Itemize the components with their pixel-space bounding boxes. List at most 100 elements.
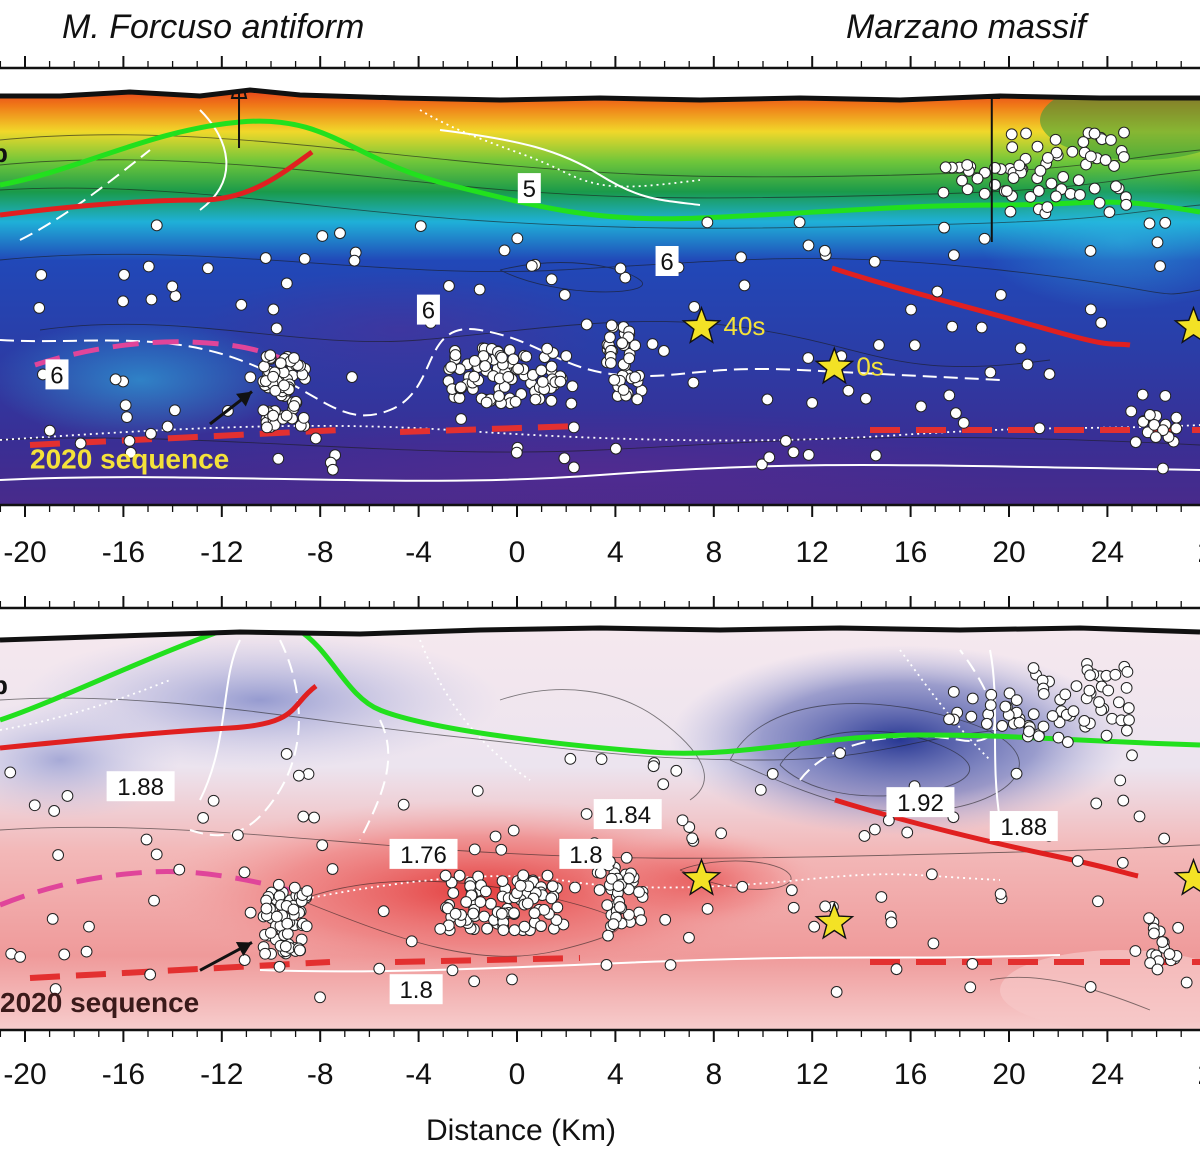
earthquake [281, 927, 294, 940]
earthquake [439, 869, 452, 882]
earthquake [965, 710, 978, 723]
earthquake [1163, 948, 1176, 960]
earthquake [1045, 177, 1058, 190]
earthquake [279, 940, 292, 953]
earthquake [1084, 245, 1097, 257]
contour-label-box [655, 246, 679, 276]
x-tick-label: -16 [102, 1058, 145, 1091]
vp-green-boundary [0, 118, 1200, 222]
earthquake [52, 849, 65, 861]
earthquake [1074, 188, 1086, 201]
vpvs-fault-west [0, 683, 318, 751]
earthquake [604, 331, 616, 344]
earthquake [509, 395, 522, 408]
vp-fault-west [0, 149, 314, 218]
earthquake [1092, 895, 1104, 908]
earthquake [1093, 196, 1106, 209]
earthquake [497, 924, 510, 937]
earthquake [868, 823, 881, 836]
earthquake [971, 172, 984, 185]
earthquake [560, 350, 573, 362]
earthquake [580, 318, 593, 331]
x-tick-label: 0 [509, 1058, 526, 1091]
vpvs-dashed-fault-magenta [0, 869, 291, 908]
earthquake [1151, 236, 1164, 249]
earthquake [927, 937, 940, 950]
earthquake [1117, 794, 1130, 807]
sequence-arrowhead [235, 941, 252, 957]
earthquake [1095, 316, 1108, 329]
earthquake [1110, 180, 1122, 193]
earthquake [1133, 810, 1146, 823]
earthquake [309, 432, 322, 445]
earthquake [261, 421, 273, 434]
earthquake [316, 230, 329, 242]
vpvs-topography [0, 625, 1200, 643]
earthquake [121, 411, 133, 424]
earthquake [1118, 151, 1130, 163]
x-tick-label: 12 [796, 1058, 829, 1091]
earthquake [1084, 981, 1097, 993]
earthquake [614, 262, 627, 275]
earthquake [498, 244, 511, 257]
earthquake [244, 371, 257, 384]
vpvs-events [681, 857, 1200, 940]
earthquake [445, 361, 458, 373]
earthquake [623, 352, 636, 365]
vpvs-panel: 1.88 1.84 1.76 1.8 1.92 1.88 1.8 b -20 -16 -12 -8… [0, 596, 1200, 1091]
earthquake [267, 409, 280, 422]
earthquake [609, 442, 622, 455]
event-star [681, 857, 722, 896]
vpvs-earthquakes [4, 657, 1193, 1004]
earthquake [61, 790, 74, 802]
earthquake [939, 161, 952, 174]
x-tick-label: 8 [705, 536, 722, 569]
earthquake [297, 810, 310, 823]
earthquake [244, 906, 257, 919]
earthquake [274, 357, 287, 369]
earthquake [885, 916, 898, 929]
earthquake [1024, 190, 1037, 203]
earthquake [925, 868, 938, 881]
earthquake [1136, 388, 1149, 401]
earthquake [502, 371, 515, 383]
earthquake [270, 910, 283, 923]
earthquake [453, 869, 466, 882]
earthquake [616, 337, 628, 350]
earthquake [83, 920, 95, 933]
earthquake [443, 280, 455, 292]
earthquake [273, 960, 286, 973]
earthquake [943, 389, 956, 402]
x-tick-label: 16 [894, 1058, 927, 1091]
earthquake [1000, 185, 1013, 197]
earthquake [145, 427, 157, 440]
earthquake [966, 692, 979, 705]
earthquake [1049, 133, 1062, 146]
contour-label: 5 [523, 176, 536, 203]
contour-label: 1.8 [569, 842, 602, 869]
contour-label: 6 [660, 249, 673, 276]
contour-label-box [389, 974, 443, 1005]
earthquake [142, 260, 155, 273]
earthquake [607, 918, 620, 931]
earthquake [520, 350, 533, 363]
earthquake [961, 159, 974, 171]
contour-label: 1.88 [1000, 814, 1047, 841]
earthquake [620, 851, 633, 864]
earthquake [35, 268, 48, 281]
earthquake [506, 973, 518, 986]
earthquake [1120, 724, 1133, 737]
x-tick-label: 4 [607, 536, 624, 569]
earthquake [980, 717, 993, 730]
earthquake [842, 384, 855, 397]
earthquake [1046, 710, 1059, 722]
earthquake [397, 798, 410, 811]
earthquake [278, 379, 290, 392]
contour-label: 6 [50, 362, 63, 389]
vp-events: 40s0s20s [681, 305, 1200, 385]
earthquake [80, 945, 93, 958]
x-tick-label: 4 [607, 1058, 624, 1091]
earthquake [956, 174, 968, 187]
earthquake [1006, 141, 1019, 154]
